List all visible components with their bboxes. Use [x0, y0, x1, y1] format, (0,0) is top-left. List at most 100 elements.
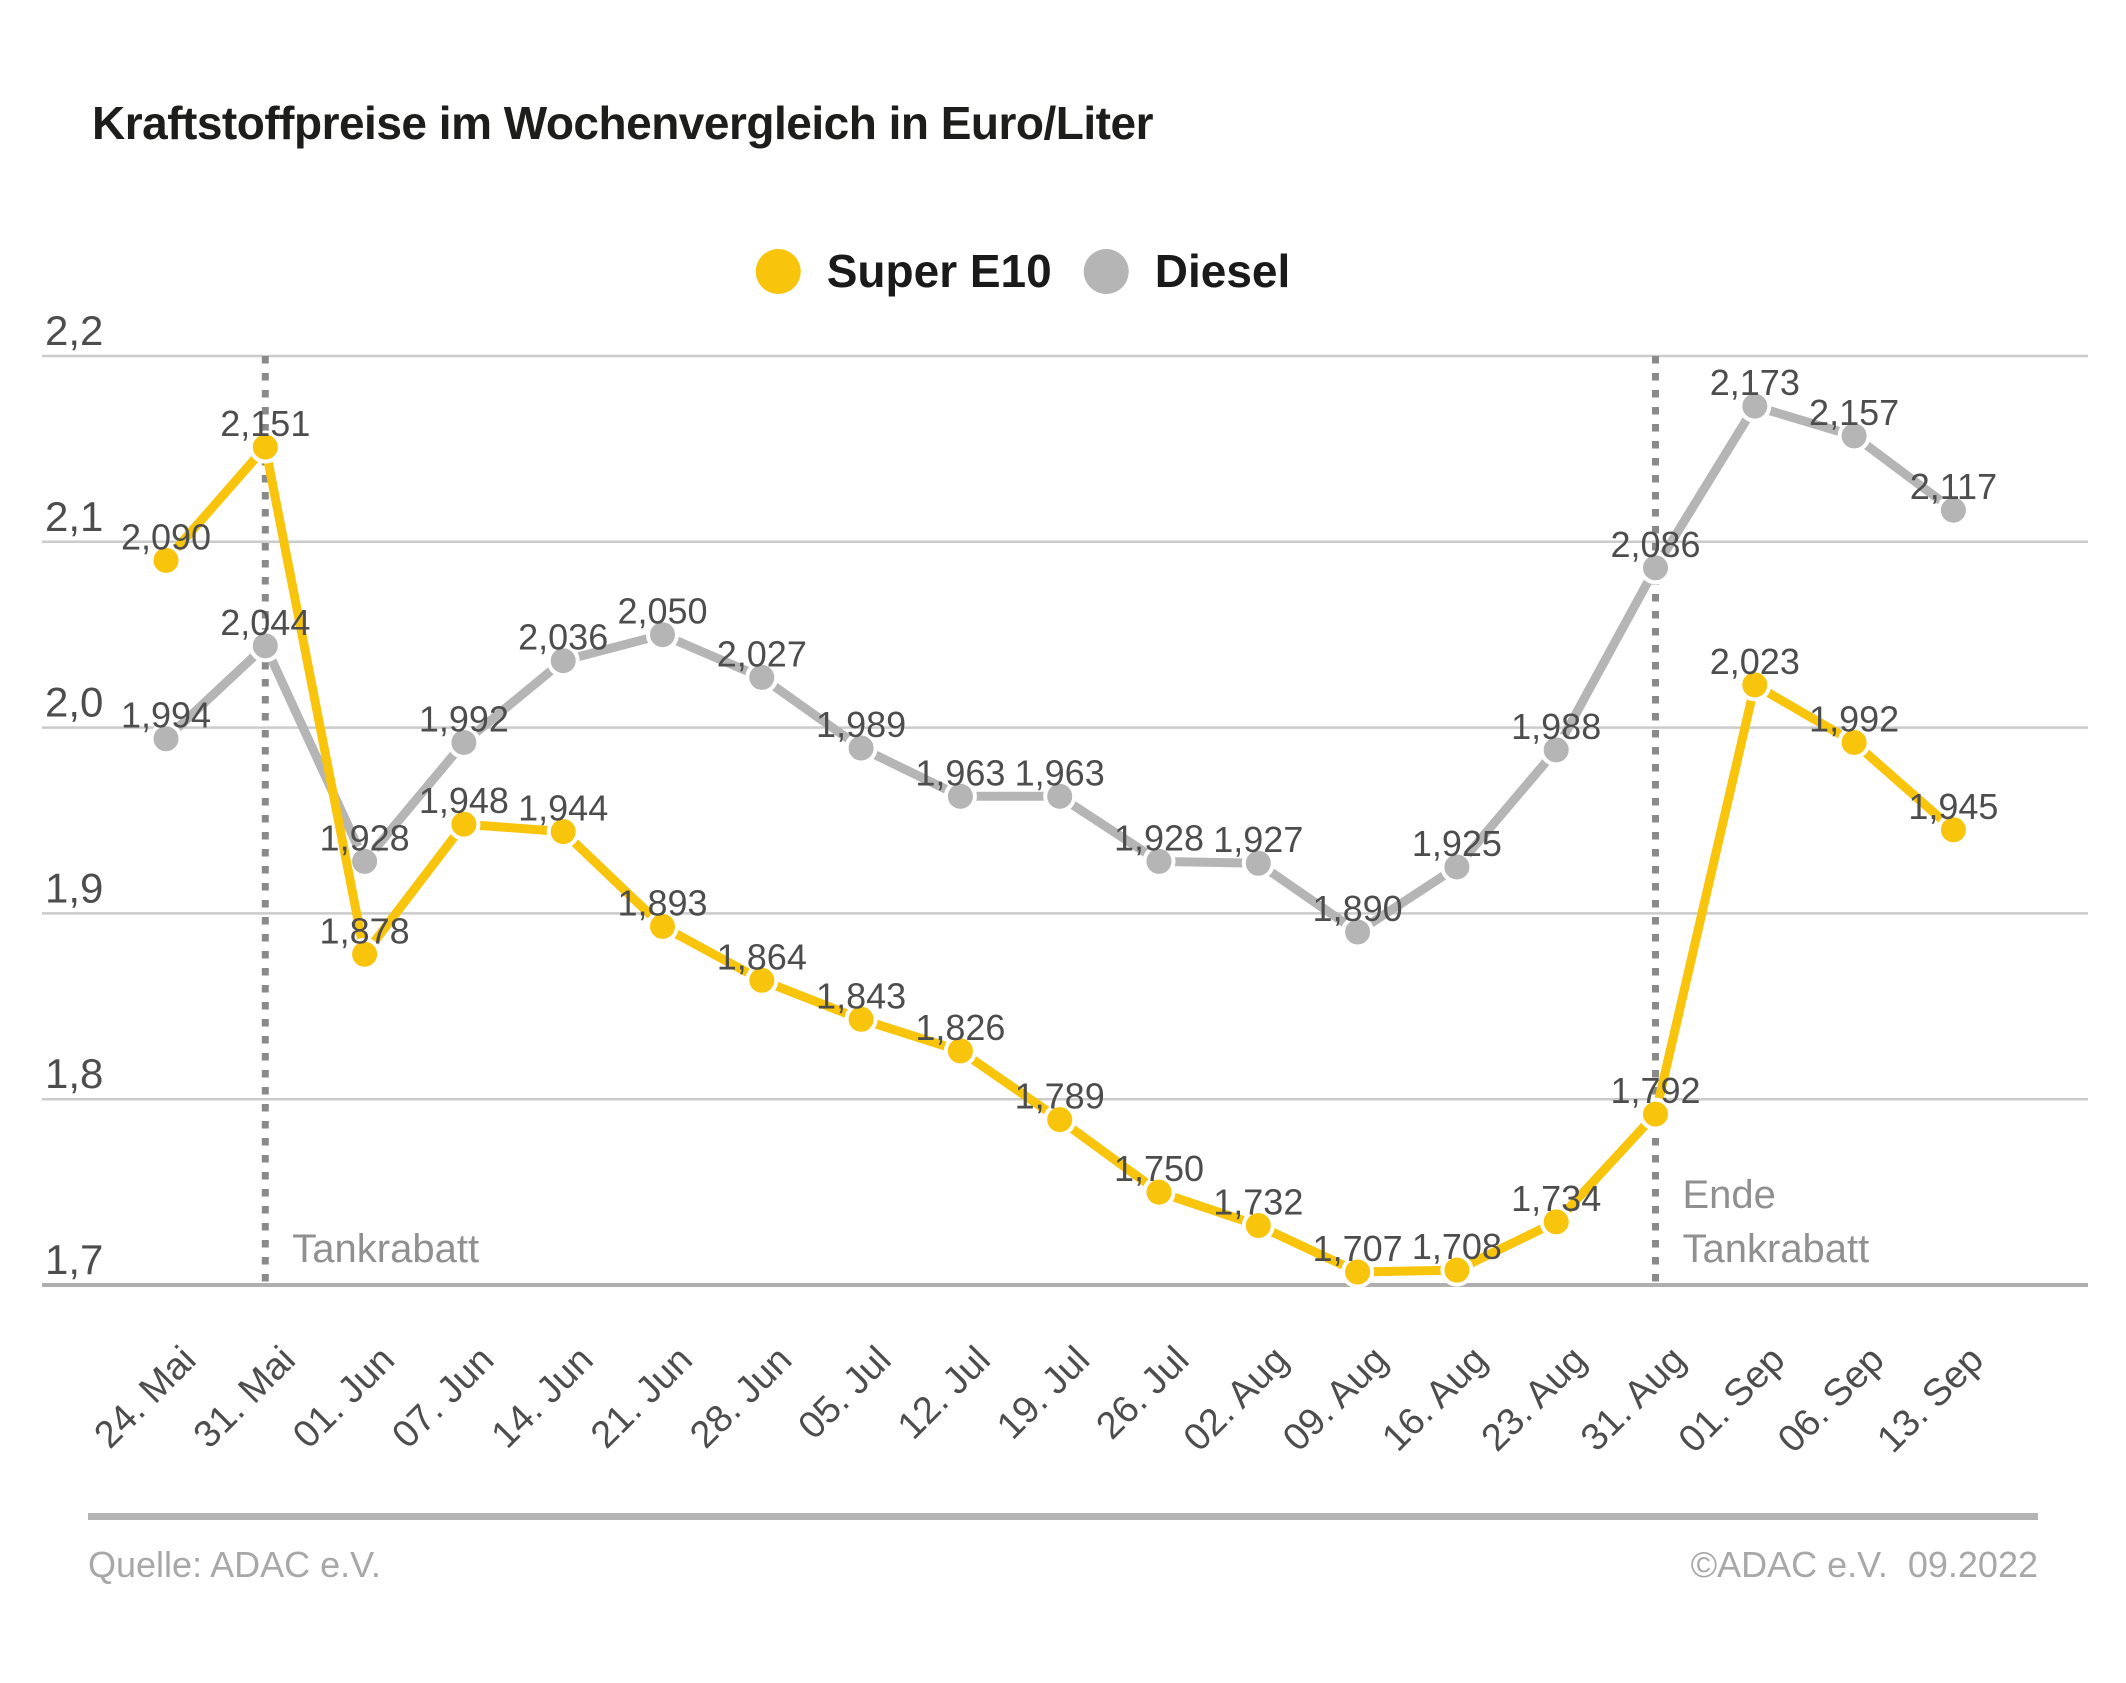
x-tick-label: 21. Jun — [583, 1339, 701, 1457]
x-tick-label: 09. Aug — [1275, 1339, 1396, 1460]
y-tick-label: 1,9 — [45, 864, 103, 911]
value-label-super-e10: 1,734 — [1511, 1178, 1601, 1219]
data-point-super-e10 — [1738, 668, 1772, 702]
value-label-diesel: 2,157 — [1809, 392, 1899, 433]
value-label-diesel: 1,988 — [1511, 706, 1601, 747]
data-point-super-e10 — [1043, 1103, 1077, 1137]
value-label-super-e10: 1,707 — [1313, 1228, 1403, 1269]
data-point-diesel — [1241, 846, 1275, 880]
data-point-diesel — [546, 644, 580, 678]
value-label-diesel: 1,925 — [1412, 823, 1502, 864]
value-label-super-e10: 1,708 — [1412, 1226, 1502, 1267]
y-axis-labels: 2,2 2,1 2,0 1,9 1,8 1,7 — [45, 307, 103, 1283]
data-point-diesel — [1142, 844, 1176, 878]
value-label-diesel: 2,117 — [1910, 466, 1997, 507]
chart-title: Kraftstoffpreise im Wochenvergleich in E… — [92, 97, 1153, 149]
x-tick-label: 05. Jul — [791, 1339, 900, 1448]
x-tick-label: 28. Jun — [682, 1339, 800, 1457]
x-tick-label: 31. Mai — [186, 1339, 304, 1457]
y-tick-label: 1,7 — [45, 1236, 103, 1283]
data-point-super-e10 — [348, 937, 382, 971]
data-point-super-e10 — [248, 430, 282, 464]
value-labels-super-e10: 2,090 2,151 1,878 1,948 1,944 1,8931,8641,843… — [121, 403, 1998, 1269]
x-tick-label: 16. Aug — [1374, 1339, 1495, 1460]
data-point-super-e10 — [1241, 1209, 1275, 1243]
value-label-diesel: 2,044 — [220, 602, 310, 643]
y-tick-label: 2,2 — [45, 307, 103, 354]
value-label-diesel: 2,086 — [1610, 524, 1700, 565]
y-tick-label: 1,8 — [45, 1050, 103, 1097]
x-tick-label: 06. Sep — [1770, 1339, 1892, 1461]
footer-divider — [88, 1513, 2038, 1520]
value-label-diesel: 2,027 — [717, 633, 807, 674]
x-tick-label: 01. Jun — [285, 1339, 403, 1457]
data-point-super-e10 — [745, 963, 779, 997]
x-tick-label: 24. Mai — [87, 1339, 205, 1457]
data-point-diesel — [1639, 551, 1672, 585]
gridlines — [42, 354, 2088, 1287]
legend-label-super-e10: Super E10 — [826, 245, 1052, 297]
data-point-diesel — [1738, 389, 1772, 423]
super-e10-line — [161, 442, 1958, 1277]
data-point-super-e10 — [447, 807, 481, 841]
data-point-super-e10 — [1639, 1097, 1672, 1131]
x-tick-label: 13. Sep — [1869, 1339, 1991, 1461]
value-label-super-e10: 2,023 — [1710, 641, 1800, 682]
footer-copyright: ©ADAC e.V. 09.2022 — [1690, 1544, 2038, 1585]
x-tick-label: 19. Jul — [989, 1339, 1098, 1448]
data-point-diesel — [1936, 493, 1970, 527]
data-point-diesel — [1341, 915, 1375, 949]
value-label-super-e10: 1,792 — [1610, 1070, 1700, 1111]
data-point-diesel — [149, 722, 183, 756]
x-tick-label: 23. Aug — [1474, 1339, 1595, 1460]
x-tick-label: 02. Aug — [1176, 1339, 1297, 1460]
data-point-super-e10 — [646, 909, 679, 943]
legend-swatch-super-e10-icon — [755, 248, 801, 294]
data-point-diesel — [1539, 733, 1573, 767]
data-point-super-e10 — [149, 543, 183, 577]
value-label-diesel: 1,927 — [1213, 819, 1303, 860]
x-tick-label: 14. Jun — [484, 1339, 602, 1457]
value-label-diesel: 1,992 — [419, 698, 509, 739]
y-tick-label: 2,1 — [45, 493, 103, 540]
x-tick-label: 12. Jul — [890, 1339, 999, 1448]
value-label-super-e10: 1,992 — [1809, 698, 1899, 739]
value-label-diesel: 1,989 — [816, 704, 906, 745]
legend-item-diesel: Diesel — [1083, 248, 1290, 294]
annotation-label: Ende — [1683, 1173, 1776, 1217]
data-point-super-e10 — [1142, 1175, 1176, 1209]
annotations: Tankrabatt Ende Tankrabatt — [261, 356, 1869, 1285]
value-label-super-e10: 1,945 — [1908, 786, 1998, 827]
value-label-diesel: 1,928 — [1114, 817, 1204, 858]
data-point-diesel — [1440, 850, 1474, 884]
chart-legend: Super E10 Diesel — [755, 245, 1290, 297]
data-point-diesel — [646, 618, 679, 652]
series-super-e10 — [149, 430, 1970, 1289]
value-label-diesel: 1,890 — [1313, 888, 1403, 929]
data-point-super-e10 — [1440, 1253, 1474, 1287]
value-label-super-e10: 2,090 — [121, 516, 211, 557]
legend-item-super-e10: Super E10 — [755, 245, 1052, 297]
value-label-diesel: 2,173 — [1710, 362, 1800, 403]
series-diesel — [149, 389, 1970, 949]
x-tick-label: 01. Sep — [1671, 1339, 1793, 1461]
data-point-super-e10 — [1539, 1205, 1573, 1239]
value-label-diesel: 2,050 — [617, 591, 707, 632]
data-point-diesel — [1837, 419, 1871, 453]
value-label-diesel: 1,994 — [121, 695, 211, 736]
footer-source: Quelle: ADAC e.V. — [88, 1544, 381, 1585]
value-label-super-e10: 1,893 — [617, 882, 707, 923]
data-point-super-e10 — [844, 1002, 878, 1036]
y-tick-label: 2,0 — [45, 679, 103, 726]
value-label-super-e10: 1,864 — [717, 936, 807, 977]
data-point-diesel — [844, 731, 878, 765]
legend-swatch-diesel-icon — [1083, 248, 1129, 294]
value-label-super-e10: 2,151 — [220, 403, 310, 444]
data-point-super-e10 — [546, 815, 580, 849]
value-label-super-e10: 1,843 — [816, 975, 906, 1016]
data-point-super-e10 — [943, 1034, 977, 1068]
value-label-diesel: 1,928 — [320, 817, 410, 858]
value-label-super-e10: 1,750 — [1114, 1148, 1204, 1189]
